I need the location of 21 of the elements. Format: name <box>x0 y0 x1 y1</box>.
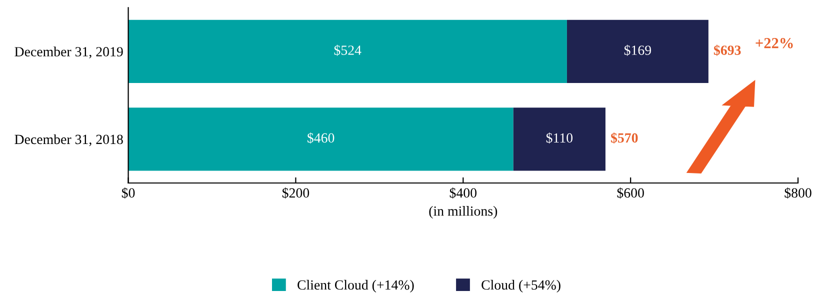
legend-label: Client Cloud (+14%) <box>298 280 414 292</box>
x-tick-label: $0 <box>122 187 135 199</box>
x-tick-label: $600 <box>617 187 644 199</box>
data-label: $110 <box>546 132 573 144</box>
y-tick-label: December 31, 2018 <box>14 134 123 146</box>
annotation: +22% <box>756 38 793 48</box>
legend-label: Cloud (+54%) <box>482 280 560 292</box>
x-tick-label: $200 <box>282 187 310 199</box>
total-label: $693 <box>714 44 741 56</box>
x-tick-label: $400 <box>450 187 477 199</box>
data-label: $524 <box>334 44 362 56</box>
data-label: $460 <box>308 132 334 144</box>
x-tick-label: $800 <box>784 187 812 199</box>
bar <box>128 108 514 171</box>
y-tick-label: December 31, 2019 <box>14 46 123 58</box>
bar <box>128 20 567 84</box>
x-axis-title: (in millions) <box>429 206 498 219</box>
data-label: $169 <box>624 44 652 56</box>
total-label: $570 <box>610 132 638 144</box>
bar <box>513 108 606 171</box>
bar <box>566 20 708 84</box>
